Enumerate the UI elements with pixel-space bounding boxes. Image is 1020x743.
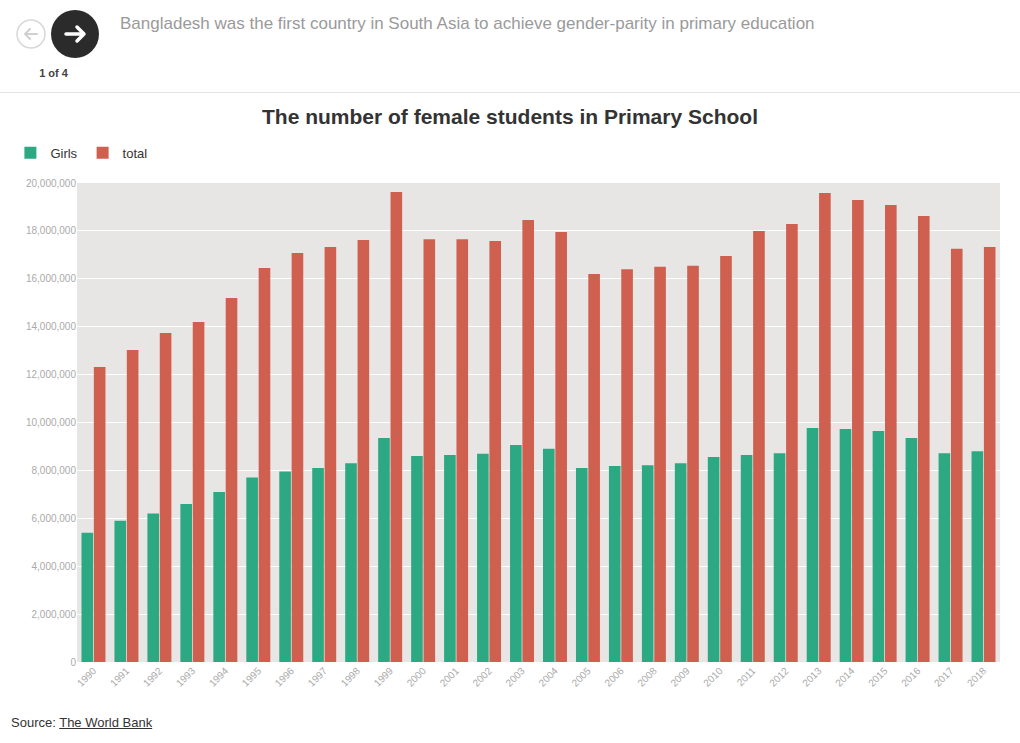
svg-text:2002: 2002: [470, 665, 494, 689]
svg-text:1996: 1996: [273, 665, 297, 689]
svg-text:2011: 2011: [735, 665, 758, 688]
html-text:Source: The World Bank: Source: The World Bank: [11, 715, 153, 730]
svg-text:2000: 2000: [405, 665, 429, 689]
svg-text:1998: 1998: [339, 665, 363, 689]
svg-text:Girls: Girls: [50, 146, 77, 161]
svg-text:2001: 2001: [438, 665, 462, 689]
svg-text:2003: 2003: [503, 665, 527, 689]
svg-text:The number of female students: The number of female students in Primary…: [262, 105, 758, 128]
svg-text:1992: 1992: [141, 665, 165, 689]
svg-text:0: 0: [70, 657, 76, 668]
svg-text:1999: 1999: [372, 665, 396, 689]
svg-text:14,000,000: 14,000,000: [26, 321, 76, 332]
svg-text:2010: 2010: [701, 665, 725, 689]
svg-text:1991: 1991: [108, 665, 132, 689]
svg-text:1993: 1993: [174, 665, 198, 689]
svg-text:16,000,000: 16,000,000: [26, 273, 76, 284]
svg-text:8,000,000: 8,000,000: [32, 465, 77, 476]
svg-text:12,000,000: 12,000,000: [26, 369, 76, 380]
svg-text:2013: 2013: [800, 665, 824, 689]
svg-text:1995: 1995: [240, 665, 264, 689]
html-text:Bangladesh was the first count: Bangladesh was the first country in Sout…: [120, 14, 815, 33]
svg-text:2014: 2014: [833, 665, 857, 689]
svg-text:4,000,000: 4,000,000: [32, 561, 77, 572]
svg-text:10,000,000: 10,000,000: [26, 417, 76, 428]
svg-text:2016: 2016: [899, 665, 923, 689]
svg-text:1990: 1990: [75, 665, 99, 689]
svg-text:2006: 2006: [602, 665, 626, 689]
svg-text:6,000,000: 6,000,000: [32, 513, 77, 524]
svg-text:2008: 2008: [635, 665, 659, 689]
svg-text:2017: 2017: [932, 665, 956, 689]
svg-text:2015: 2015: [866, 665, 890, 689]
svg-text:2012: 2012: [767, 665, 791, 689]
svg-text:18,000,000: 18,000,000: [26, 225, 76, 236]
svg-text:1994: 1994: [207, 665, 231, 689]
svg-text:2009: 2009: [668, 665, 692, 689]
svg-text:2004: 2004: [536, 665, 560, 689]
svg-text:2005: 2005: [569, 665, 593, 689]
svg-text:total: total: [123, 146, 148, 161]
svg-text:1997: 1997: [306, 665, 330, 689]
svg-text:20,000,000: 20,000,000: [26, 178, 76, 189]
html-text:1 of 4: 1 of 4: [39, 67, 68, 79]
svg-text:2,000,000: 2,000,000: [32, 609, 77, 620]
svg-text:2018: 2018: [965, 665, 989, 689]
